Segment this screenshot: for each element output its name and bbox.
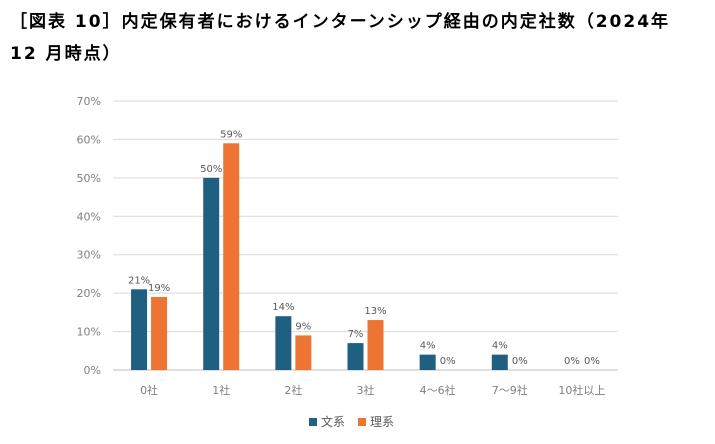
bars (131, 143, 508, 370)
y-tick-label: 10% (77, 326, 101, 339)
data-labels: 21%19% 50% 59% 14%9% 7% 13% 4% 0% 4% 0% 0% 0% (128, 129, 600, 367)
legend: 文系 理系 (309, 414, 394, 429)
bar-bunkei (491, 354, 508, 370)
y-axis: 0% 10% 20% 30% 40% 50% 60% 70% (77, 95, 101, 377)
x-tick-label: 1社 (212, 383, 230, 397)
data-label: 4% (420, 341, 436, 352)
y-tick-label: 0% (84, 364, 101, 377)
data-label: 4% (492, 341, 508, 352)
legend-swatch (309, 418, 317, 426)
x-tick-label: 7～9社 (492, 383, 528, 397)
data-label: 19% (148, 283, 170, 294)
y-tick-label: 70% (77, 95, 101, 108)
bar-rikei (367, 320, 384, 370)
legend-swatch (358, 418, 366, 426)
bar-rikei (223, 143, 240, 370)
chart-title: ［図表 10］内定保有者におけるインターンシップ経由の内定社数（2024年 12… (10, 12, 671, 64)
x-tick-label: 10社以上 (558, 383, 605, 397)
x-tick-label: 4～6社 (420, 383, 456, 397)
x-tick-label: 0社 (140, 383, 158, 397)
data-label: 0% (584, 356, 600, 367)
y-tick-label: 60% (77, 133, 101, 146)
data-label: 21% (128, 275, 150, 286)
bar-bunkei (131, 289, 148, 370)
y-tick-label: 30% (77, 249, 101, 262)
data-label: 0% (440, 356, 456, 367)
data-label: 9% (295, 321, 311, 332)
bar-bunkei (275, 316, 292, 370)
data-label: 59% (220, 129, 242, 140)
legend-entry: 理系 (370, 415, 394, 429)
data-label: 13% (364, 306, 386, 317)
bar-bunkei (419, 354, 436, 370)
y-tick-label: 40% (77, 210, 101, 223)
bar-bunkei (347, 343, 364, 370)
x-tick-label: 2社 (284, 383, 302, 397)
grid-lines (113, 100, 618, 371)
y-tick-label: 50% (77, 172, 101, 185)
data-label: 0% (564, 356, 580, 367)
bar-bunkei (203, 177, 220, 370)
bar-rikei (295, 335, 312, 370)
x-axis: 0社 1社 2社 3社 4～6社 7～9社 10社以上 (140, 383, 605, 397)
data-label: 0% (512, 356, 528, 367)
data-label: 50% (200, 164, 222, 175)
legend-entry: 文系 (321, 414, 345, 429)
bar-rikei (151, 296, 168, 370)
data-label: 7% (348, 329, 364, 340)
y-tick-label: 20% (77, 287, 101, 300)
x-tick-label: 3社 (357, 383, 375, 397)
data-label: 14% (272, 302, 294, 313)
